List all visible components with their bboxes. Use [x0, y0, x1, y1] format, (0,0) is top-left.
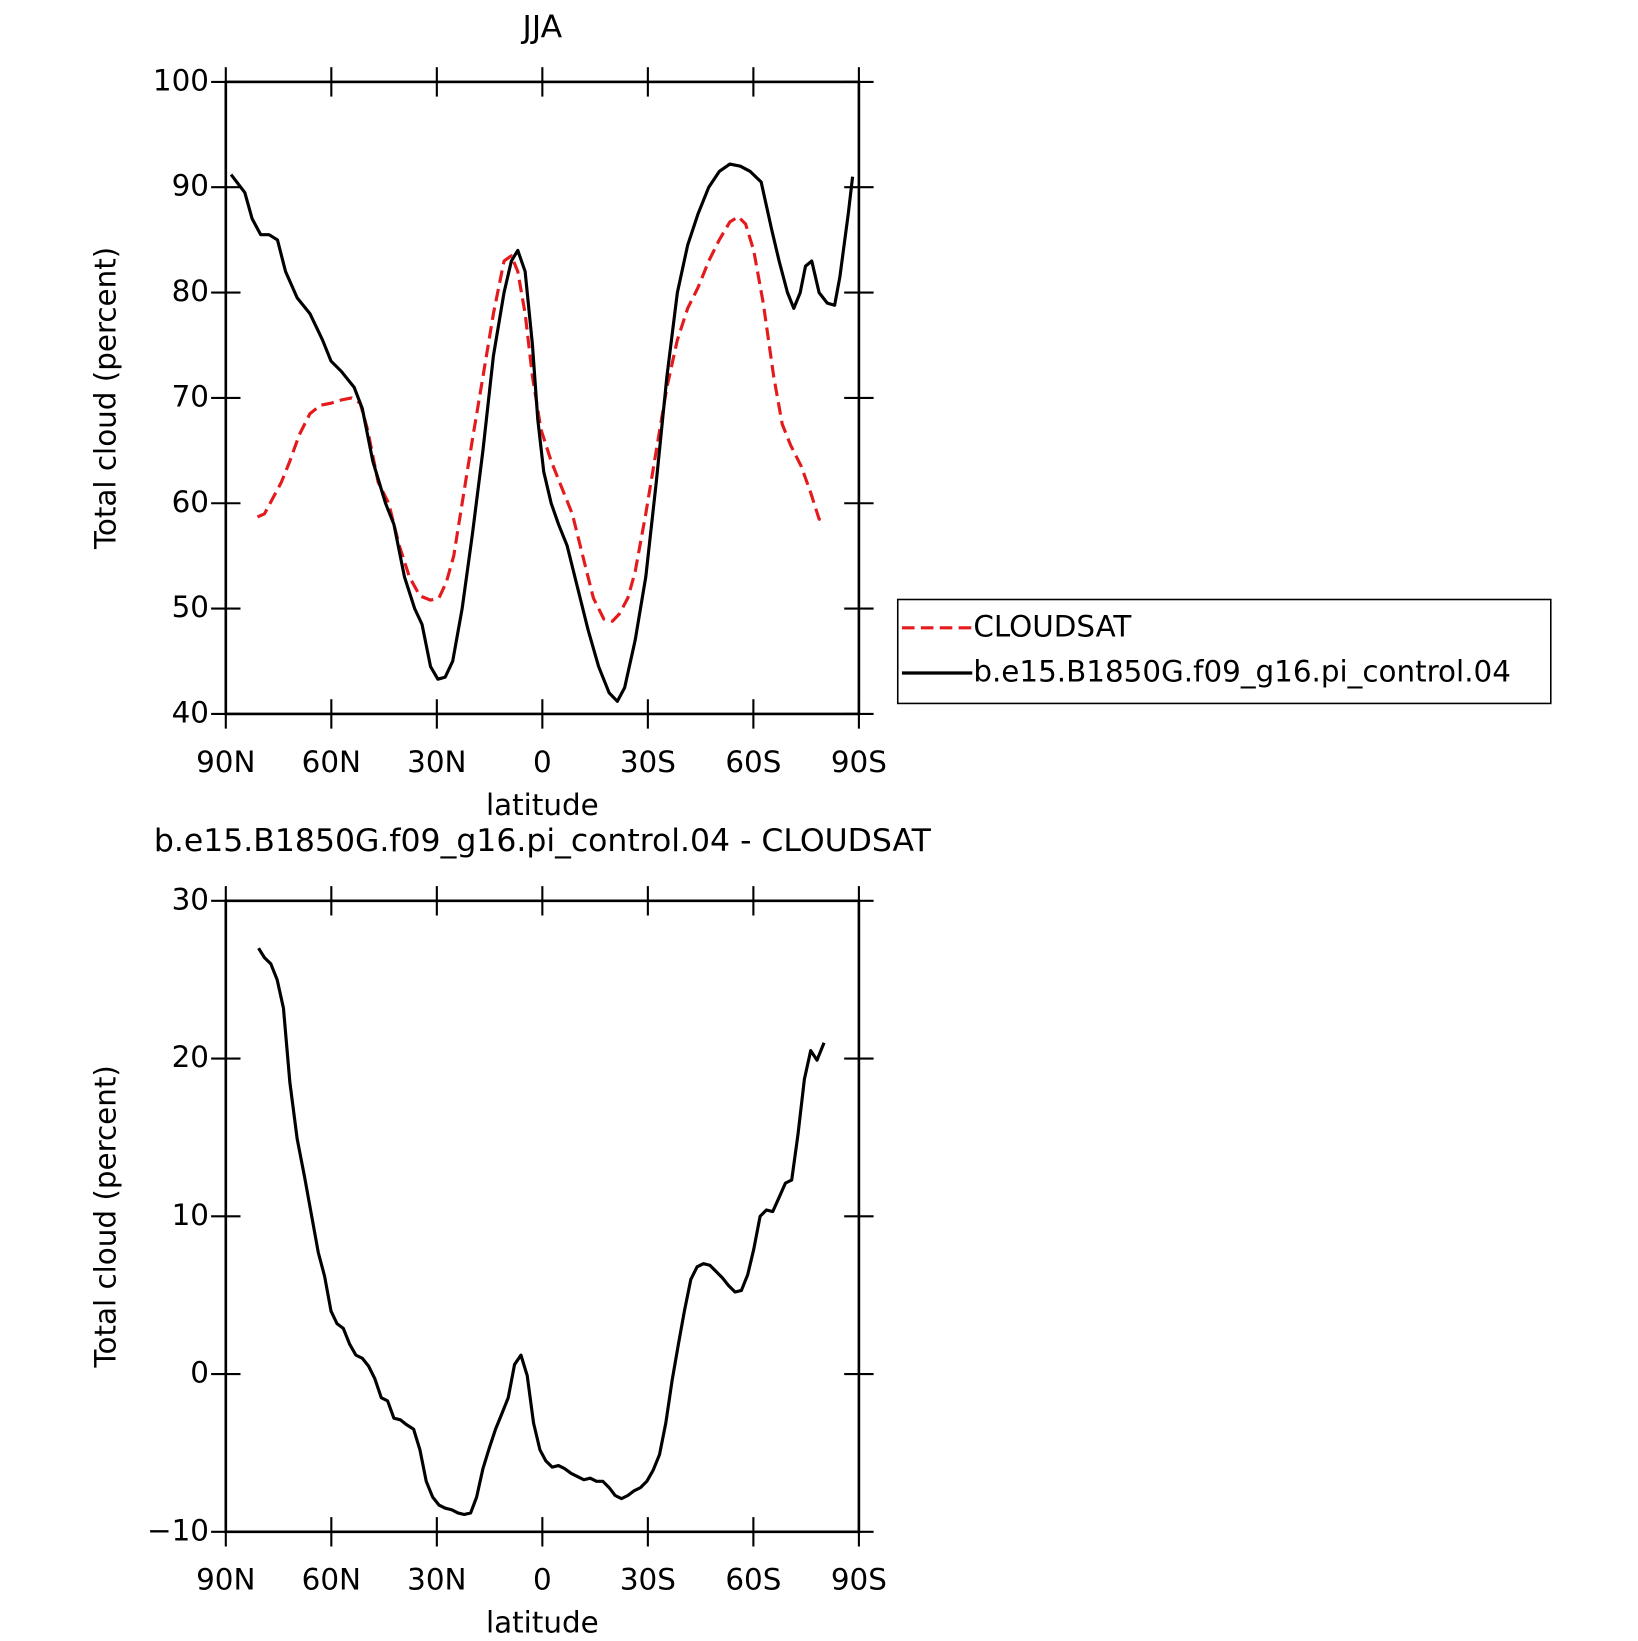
x-tick-label: 90N [196, 745, 255, 779]
y-axis-label: Total cloud (percent) [89, 1065, 123, 1368]
chart-title: JJA [521, 9, 563, 45]
y-tick-label: 40 [172, 695, 209, 729]
data-line [229, 162, 855, 703]
y-axis-label: Total cloud (percent) [89, 247, 123, 550]
x-tick-label: 0 [533, 1563, 552, 1597]
y-tick-label: 90 [172, 169, 209, 203]
x-tick-label: 30S [620, 745, 676, 779]
plot-frame [224, 80, 861, 716]
y-tick-label: 30 [172, 882, 209, 916]
x-tick-label: 60N [302, 1563, 361, 1597]
x-tick-label: 30S [620, 1563, 676, 1597]
y-tick-label: 10 [172, 1198, 209, 1232]
legend-box [896, 598, 1552, 705]
x-tick-label: 90N [196, 1563, 255, 1597]
y-tick-label: 60 [172, 485, 209, 519]
data-line [257, 947, 826, 1517]
y-tick-label: 80 [172, 274, 209, 308]
x-tick-label: 60S [725, 745, 781, 779]
x-tick-label: 60N [302, 745, 361, 779]
x-axis-label: latitude [486, 788, 599, 822]
x-tick-label: 0 [533, 745, 552, 779]
y-tick-label: 100 [153, 63, 209, 97]
chart-title: b.e15.B1850G.f09_g16.pi_control.04 - CLO… [154, 823, 932, 859]
y-tick-label: 50 [172, 590, 209, 624]
x-axis-label: latitude [486, 1606, 599, 1640]
x-tick-label: 60S [725, 1563, 781, 1597]
x-tick-label: 30N [407, 1563, 466, 1597]
legend-label: CLOUDSAT [973, 609, 1132, 643]
y-tick-label: −10 [147, 1513, 209, 1547]
y-tick-label: 70 [172, 379, 209, 413]
plot-frame [224, 899, 861, 1534]
y-tick-label: 0 [190, 1356, 209, 1390]
legend-label: b.e15.B1850G.f09_g16.pi_control.04 [973, 654, 1511, 688]
data-line [256, 215, 825, 623]
y-tick-label: 20 [172, 1040, 209, 1074]
x-tick-label: 30N [407, 745, 466, 779]
x-tick-label: 90S [831, 1563, 887, 1597]
x-tick-label: 90S [831, 745, 887, 779]
